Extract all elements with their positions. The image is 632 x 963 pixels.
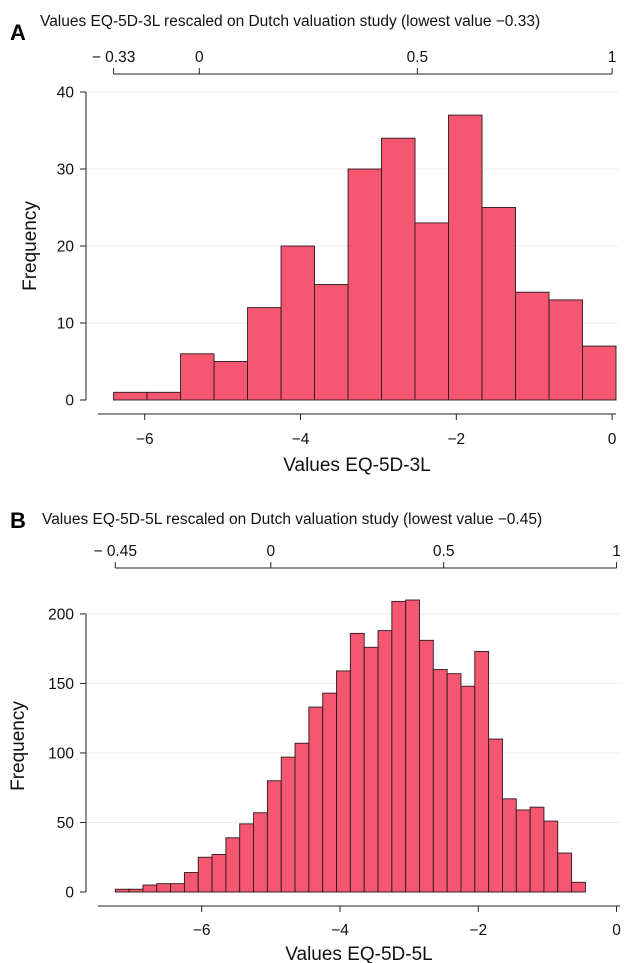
histogram-bar: [247, 307, 282, 401]
top-axis-tick-label: 1: [612, 543, 621, 560]
x-axis-tick-label: −6: [136, 431, 154, 448]
top-axis-tick-label: 0.5: [407, 49, 429, 66]
histogram-bar: [515, 809, 531, 893]
histogram-bar: [419, 639, 434, 893]
histogram-bar: [170, 883, 185, 893]
histogram-bar: [322, 692, 337, 893]
y-axis-title: Frequency: [20, 201, 41, 291]
histogram-bar: [239, 823, 255, 893]
histogram-bar: [460, 685, 476, 893]
histogram-bar: [142, 884, 158, 893]
histogram-bar: [363, 646, 379, 893]
histogram-bar: [314, 284, 349, 401]
x-axis-tick-label: −4: [331, 922, 349, 939]
histogram-bar: [529, 806, 545, 893]
histogram-bar: [336, 670, 351, 893]
y-axis-title: Frequency: [8, 701, 29, 791]
histogram-bar: [488, 738, 503, 893]
histogram-bar: [197, 856, 213, 893]
histogram-bar: [113, 391, 148, 401]
histogram-bar: [128, 888, 144, 893]
y-axis-tick-label: 30: [57, 162, 75, 179]
histogram-bar: [557, 852, 573, 893]
top-axis-tick-label: − 0.33: [92, 49, 136, 66]
y-axis-tick-label: 100: [48, 745, 74, 762]
panel-label: A: [10, 20, 26, 45]
histogram-bar: [347, 168, 382, 401]
histogram-bar: [515, 291, 550, 401]
y-axis-tick-label: 0: [65, 393, 74, 410]
panel-label: B: [10, 508, 26, 533]
histogram-bar: [146, 391, 182, 401]
histogram-bar: [448, 114, 483, 401]
x-axis-tick-label: −4: [292, 431, 310, 448]
histogram-bar: [543, 820, 559, 893]
y-axis-tick-label: 200: [48, 606, 74, 623]
histogram-bar: [308, 706, 324, 893]
histogram-bar: [180, 353, 215, 401]
x-axis-title: Values EQ-5D-3L: [283, 455, 431, 476]
y-axis-tick-label: 150: [48, 676, 74, 693]
top-axis-tick-label: − 0.45: [94, 543, 138, 560]
x-axis-tick-label: −2: [469, 922, 487, 939]
histogram-bar: [377, 630, 393, 893]
histogram-bar: [548, 299, 583, 401]
histogram-bar: [405, 599, 420, 893]
top-axis-tick-label: 0: [267, 543, 276, 560]
y-axis-tick-label: 40: [57, 85, 75, 102]
x-axis-tick-label: −6: [193, 922, 211, 939]
histogram-bar: [582, 345, 617, 401]
y-axis-tick-label: 0: [65, 885, 74, 902]
top-axis-tick-label: 0.5: [433, 543, 455, 560]
x-axis-title: Values EQ-5D-5L: [285, 944, 433, 963]
histogram-bar: [253, 812, 268, 893]
histogram-bar: [266, 780, 282, 893]
histogram-bar: [156, 883, 172, 893]
histogram-bar: [414, 222, 449, 401]
histogram-bar: [432, 669, 448, 893]
top-axis-tick-label: 1: [608, 49, 617, 66]
histogram-bar: [474, 650, 490, 893]
histogram-bar: [294, 742, 310, 893]
top-axis-title: Values EQ-5D-3L rescaled on Dutch valuat…: [40, 13, 540, 30]
x-axis-tick-label: 0: [612, 922, 621, 939]
y-axis-tick-label: 50: [57, 815, 75, 832]
histogram-bar: [280, 756, 296, 893]
y-axis-tick-label: 20: [57, 239, 75, 256]
x-axis-tick-label: 0: [608, 431, 617, 448]
histogram-bar: [391, 600, 407, 893]
histogram-bar: [280, 245, 315, 401]
histogram-bar: [446, 673, 462, 893]
top-axis-title: Values EQ-5D-5L rescaled on Dutch valuat…: [42, 511, 542, 528]
histogram-bar: [225, 837, 241, 893]
y-axis-tick-label: 10: [57, 316, 75, 333]
panel-a-histogram: A Values EQ-5D-3L rescaled on Dutch valua…: [10, 13, 618, 476]
histogram-bar: [114, 888, 130, 893]
histogram-bar: [502, 798, 517, 893]
histogram-bar: [213, 361, 249, 401]
histogram-bar: [211, 854, 227, 893]
histogram-bar: [183, 872, 199, 893]
histogram-bar: [481, 207, 516, 401]
histogram-bar: [349, 632, 365, 893]
histogram-bar: [381, 137, 416, 401]
panel-b-histogram: B Values EQ-5D-5L rescaled on Dutch valua…: [8, 508, 622, 963]
x-axis-tick-label: −2: [447, 431, 465, 448]
histogram-bar: [571, 881, 586, 893]
top-axis-tick-label: 0: [195, 49, 204, 66]
